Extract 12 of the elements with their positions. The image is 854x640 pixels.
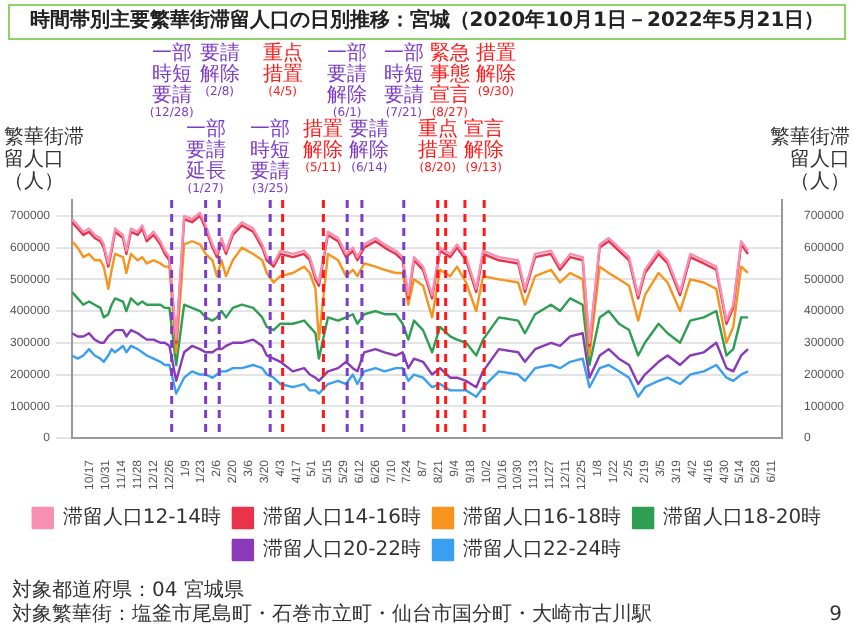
legend-label: 滞留人口18-20時 bbox=[663, 505, 822, 530]
legend-label: 滞留人口22-24時 bbox=[463, 537, 622, 562]
text: 9 bbox=[829, 604, 842, 628]
legend-label: 滞留人口16-18時 bbox=[463, 505, 622, 530]
y2-axis-title: 繁華街滞留人口（人） bbox=[770, 125, 850, 194]
y-axis-title: 繁華街滞留人口（人） bbox=[4, 125, 84, 194]
legend-label: 滞留人口20-22時 bbox=[262, 537, 422, 562]
text: 対象都道府県：04 宮城県 bbox=[12, 580, 244, 603]
chart-title: 時間帯別主要繁華街滞留人口の日別推移：宮城（2020年10月1日－2022年5月21日） bbox=[8, 4, 846, 40]
text: 対象繁華街：塩釜市尾島町・石巻市立町・仙台市国分町・大崎市古川駅 bbox=[12, 604, 652, 628]
legend-label: 滞留人口14-16時 bbox=[262, 505, 422, 530]
legend-label: 滞留人口12-14時 bbox=[62, 505, 221, 530]
